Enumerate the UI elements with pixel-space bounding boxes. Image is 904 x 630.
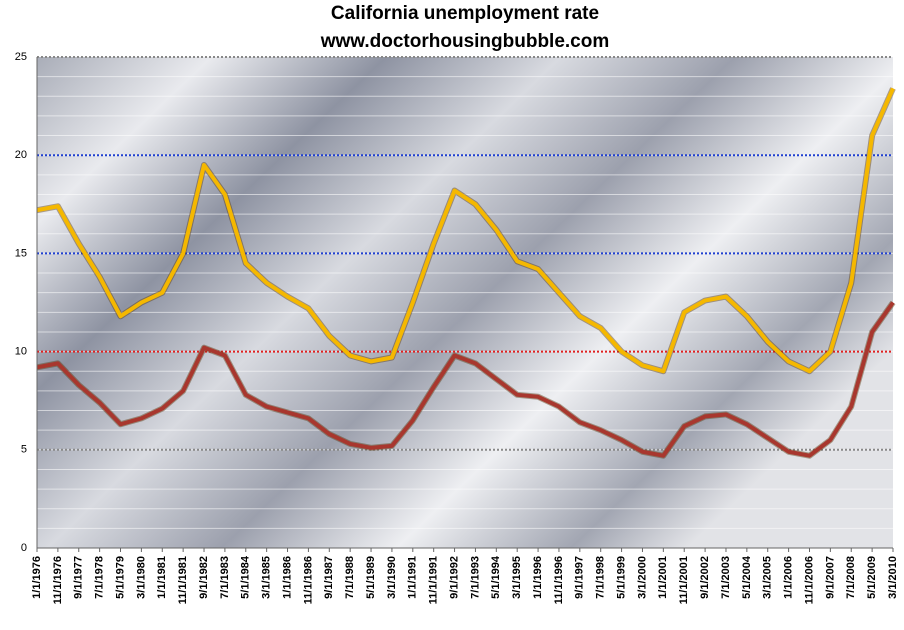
lines [36,87,896,459]
x-tick-label: 3/1/2010 [887,556,899,599]
x-tick-label: 7/1/1983 [219,556,231,599]
y-tick-label: 10 [15,346,27,358]
x-tick-label: 5/1/1999 [615,556,627,599]
x-tick-label: 5/1/1979 [114,556,126,599]
x-tick-label: 7/1/1993 [469,556,481,599]
x-tick-label: 7/1/1988 [344,556,356,599]
x-tick-label: 11/1/1996 [553,556,565,604]
x-tick-label: 11/1/1991 [428,556,440,604]
x-tick-label: 3/1/1995 [511,556,523,599]
grid [37,56,893,529]
x-tick-label: 1/1/2006 [783,556,795,599]
x-tick-label: 9/1/1977 [73,556,85,599]
x-tick-label: 11/1/2006 [803,556,815,604]
x-tick-label: 11/1/2001 [678,556,690,604]
line [36,301,895,458]
x-tick-label: 9/1/2002 [699,556,711,599]
x-tick-label: 3/1/2005 [762,556,774,599]
x-tick-label: 1/1/1996 [532,556,544,599]
chart-title: California unemployment rate [331,3,599,24]
y-tick-label: 25 [15,51,27,63]
x-tick-label: 1/1/1981 [156,556,168,599]
x-tick-label: 7/1/2003 [720,556,732,599]
x-tick-label: 1/1/2001 [657,556,669,599]
x-tick-label: 9/1/1992 [448,556,460,599]
x-tick-label: 5/1/2004 [741,555,753,599]
x-tick-label: 1/1/1991 [407,556,419,599]
x-tick-label: 1/1/1976 [31,556,43,599]
x-tick-label: 3/1/2000 [636,556,648,599]
x-tick-label: 7/1/1978 [94,556,106,599]
y-tick-label: 15 [15,247,27,259]
x-tick-label: 5/1/1994 [490,555,502,599]
x-tick-label: 9/1/1997 [574,556,586,599]
x-tick-label: 7/1/1998 [595,556,607,599]
plot-background [37,57,893,548]
x-tick-label: 1/1/1986 [281,556,293,599]
y-tick-label: 0 [21,542,27,554]
x-tick-label: 11/1/1981 [177,556,189,604]
x-tick-label: 5/1/1989 [365,556,377,599]
x-tick-label: 9/1/1982 [198,556,210,599]
x-tick-label: 5/1/1984 [240,555,252,599]
x-tick-label: 9/1/2007 [824,556,836,599]
x-tick-label: 9/1/1987 [323,556,335,599]
line [36,87,895,374]
x-tick-label: 11/1/1986 [302,556,314,604]
y-tick-label: 5 [21,444,27,456]
x-tick-label: 3/1/1980 [135,556,147,599]
x-tick-label: 3/1/1985 [261,556,273,599]
x-tick-label: 11/1/1976 [52,556,64,604]
x-tick-label: 7/1/2008 [845,556,857,599]
chart-subtitle: www.doctorhousingbubble.com [320,31,610,52]
x-tick-label: 3/1/1990 [386,556,398,599]
y-tick-label: 20 [15,149,27,161]
x-tick-label: 5/1/2009 [866,556,878,599]
